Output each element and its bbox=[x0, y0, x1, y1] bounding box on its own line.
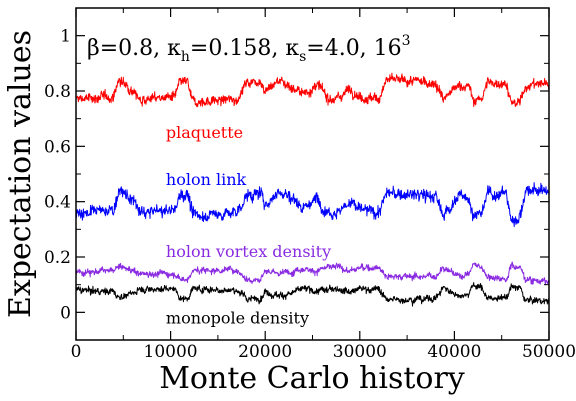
y-tick-label: 0 bbox=[60, 303, 71, 323]
series-label-plaquette: plaquette bbox=[166, 123, 243, 142]
x-tick-label: 30000 bbox=[333, 342, 387, 362]
x-tick-label: 0 bbox=[71, 342, 82, 362]
y-tick-label: 0.6 bbox=[44, 137, 71, 157]
x-tick-label: 10000 bbox=[144, 342, 198, 362]
x-tick-label: 40000 bbox=[427, 342, 481, 362]
y-tick-label: 0.4 bbox=[44, 193, 71, 213]
series-labels: plaquette holon link holon vortex density m… bbox=[166, 123, 331, 327]
series-label-holon-link: holon link bbox=[166, 170, 247, 189]
series-label-holon-vortex-density: holon vortex density bbox=[166, 242, 331, 261]
series-trace-monopole-density bbox=[75, 282, 550, 307]
series-trace-plaquette bbox=[75, 72, 550, 108]
series-holon-link bbox=[75, 182, 550, 228]
series-label-monopole-density: monopole density bbox=[166, 308, 309, 327]
y-axis-title: Expectation values bbox=[3, 30, 38, 318]
y-tick-label: 1 bbox=[60, 27, 71, 47]
y-tick-label: 0.8 bbox=[44, 82, 71, 102]
x-tick-label: 20000 bbox=[238, 342, 292, 362]
y-axis-ticks: 0 0.2 0.4 0.6 0.8 1 bbox=[44, 7, 549, 341]
series-holon-vortex-density bbox=[75, 261, 550, 286]
parameters-annotation: β=0.8, κh=0.158, κs=4.0, 163 bbox=[87, 33, 411, 65]
series-trace-holon-link bbox=[75, 182, 550, 228]
series-plaquette bbox=[75, 72, 550, 108]
series-layer bbox=[75, 72, 550, 307]
x-tick-label: 50000 bbox=[522, 342, 576, 362]
series-trace-holon-vortex-density bbox=[75, 261, 550, 286]
series-monopole-density bbox=[75, 282, 550, 307]
x-axis-ticks: 0 10000 20000 30000 40000 50000 bbox=[71, 8, 576, 362]
y-tick-label: 0.2 bbox=[44, 248, 71, 268]
x-axis-title: Monte Carlo history bbox=[159, 361, 465, 396]
